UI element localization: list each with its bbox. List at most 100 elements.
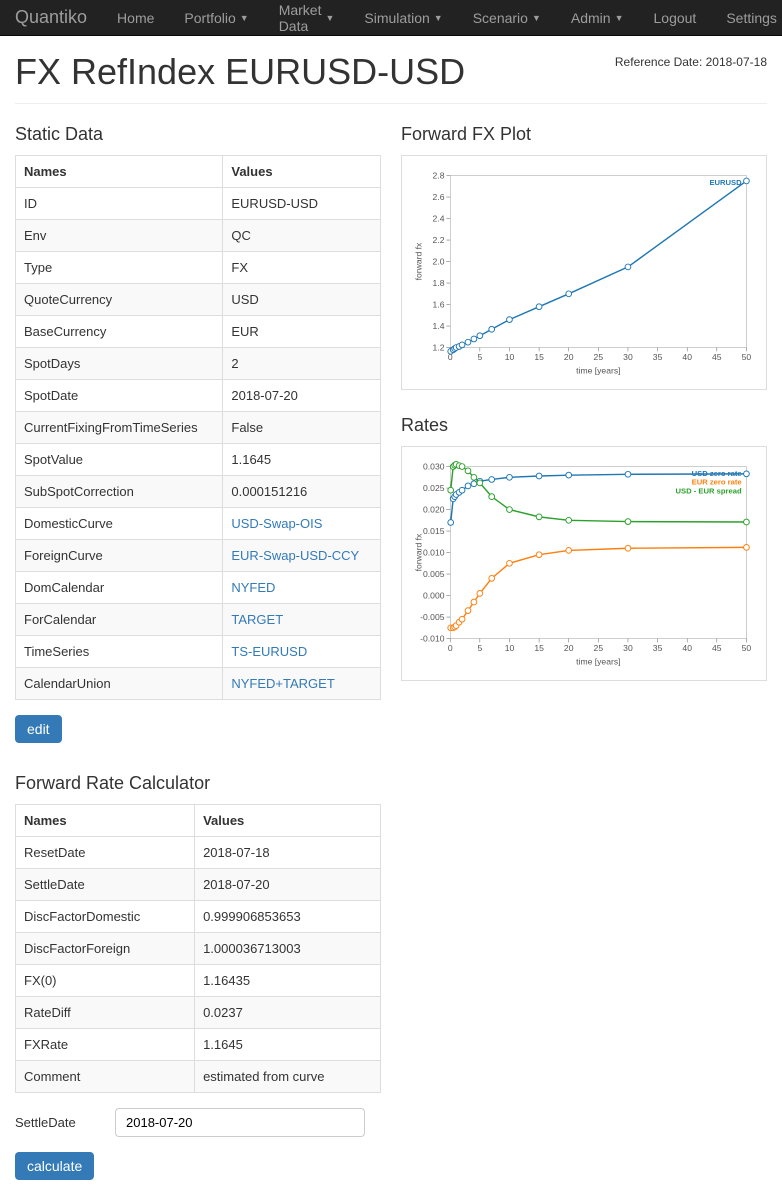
svg-text:30: 30 bbox=[623, 643, 633, 653]
cell-value: 2 bbox=[223, 348, 381, 380]
svg-text:40: 40 bbox=[682, 352, 692, 362]
svg-text:2.0: 2.0 bbox=[433, 256, 445, 266]
cell-name: FXRate bbox=[16, 1029, 195, 1061]
cell-value: False bbox=[223, 412, 381, 444]
cell-value: 2018-07-18 bbox=[195, 837, 381, 869]
cell-value: 0.0237 bbox=[195, 997, 381, 1029]
cell-name: Env bbox=[16, 220, 223, 252]
link[interactable]: EUR-Swap-USD-CCY bbox=[231, 548, 359, 563]
cell-name: DomesticCurve bbox=[16, 508, 223, 540]
forward-fx-chart: 051015202530354045501.21.41.61.82.02.22.… bbox=[401, 155, 767, 390]
nav-brand[interactable]: Quantiko bbox=[15, 7, 102, 28]
cell-value: NYFED bbox=[223, 572, 381, 604]
cell-name: FX(0) bbox=[16, 965, 195, 997]
svg-text:-0.005: -0.005 bbox=[420, 612, 445, 622]
forward-calc-table: Names Values ResetDate2018-07-18SettleDa… bbox=[15, 804, 381, 1093]
cell-name: SubSpotCorrection bbox=[16, 476, 223, 508]
svg-text:0.005: 0.005 bbox=[423, 569, 445, 579]
nav-item-home[interactable]: Home bbox=[102, 2, 169, 34]
chevron-down-icon: ▼ bbox=[532, 13, 541, 23]
svg-text:1.6: 1.6 bbox=[433, 299, 445, 309]
reference-date: Reference Date: 2018-07-18 bbox=[615, 55, 767, 69]
cell-value: 2018-07-20 bbox=[195, 869, 381, 901]
link[interactable]: TARGET bbox=[231, 612, 283, 627]
edit-button[interactable]: edit bbox=[15, 715, 62, 743]
cell-value: NYFED+TARGET bbox=[223, 668, 381, 700]
nav-item-portfolio[interactable]: Portfolio ▼ bbox=[169, 2, 263, 34]
nav-item-admin[interactable]: Admin ▼ bbox=[556, 2, 639, 34]
svg-text:5: 5 bbox=[477, 643, 482, 653]
nav-item-scenario[interactable]: Scenario ▼ bbox=[458, 2, 556, 34]
svg-text:0: 0 bbox=[448, 643, 453, 653]
settle-date-input[interactable] bbox=[115, 1108, 365, 1137]
svg-text:45: 45 bbox=[712, 643, 722, 653]
svg-text:5: 5 bbox=[477, 352, 482, 362]
link[interactable]: NYFED bbox=[231, 580, 275, 595]
cell-value: 1.1645 bbox=[195, 1029, 381, 1061]
link[interactable]: USD-Swap-OIS bbox=[231, 516, 322, 531]
settle-date-label: SettleDate bbox=[15, 1115, 115, 1130]
cell-name: Comment bbox=[16, 1061, 195, 1093]
cell-name: SpotDays bbox=[16, 348, 223, 380]
svg-text:45: 45 bbox=[712, 352, 722, 362]
link[interactable]: NYFED+TARGET bbox=[231, 676, 334, 691]
table-row: TimeSeriesTS-EURUSD bbox=[16, 636, 381, 668]
svg-text:USD zero rate: USD zero rate bbox=[692, 469, 742, 478]
chevron-down-icon: ▼ bbox=[434, 13, 443, 23]
svg-text:0.000: 0.000 bbox=[423, 591, 445, 601]
svg-text:15: 15 bbox=[534, 352, 544, 362]
cell-name: SettleDate bbox=[16, 869, 195, 901]
svg-text:1.8: 1.8 bbox=[433, 278, 445, 288]
nav-item-market-data[interactable]: Market Data ▼ bbox=[264, 2, 350, 34]
cell-value: TARGET bbox=[223, 604, 381, 636]
cell-value: EUR-Swap-USD-CCY bbox=[223, 540, 381, 572]
cell-value: USD bbox=[223, 284, 381, 316]
table-row: CalendarUnion NYFED+TARGET bbox=[16, 668, 381, 700]
static-data-title: Static Data bbox=[15, 124, 381, 145]
cell-value: 1.000036713003 bbox=[195, 933, 381, 965]
svg-text:25: 25 bbox=[594, 352, 604, 362]
chevron-down-icon: ▼ bbox=[325, 13, 334, 23]
table-row: IDEURUSD-USD bbox=[16, 188, 381, 220]
svg-text:40: 40 bbox=[682, 643, 692, 653]
forward-calc-title: Forward Rate Calculator bbox=[15, 773, 381, 794]
cell-value: 1.1645 bbox=[223, 444, 381, 476]
svg-text:2.4: 2.4 bbox=[433, 213, 445, 223]
chevron-down-icon: ▼ bbox=[240, 13, 249, 23]
svg-text:20: 20 bbox=[564, 643, 574, 653]
nav-item-logout[interactable]: Logout bbox=[639, 2, 712, 34]
svg-text:time [years]: time [years] bbox=[576, 365, 620, 375]
calculate-button[interactable]: calculate bbox=[15, 1152, 94, 1180]
svg-text:20: 20 bbox=[564, 352, 574, 362]
cell-value: 0.999906853653 bbox=[195, 901, 381, 933]
svg-text:1.2: 1.2 bbox=[433, 342, 445, 352]
table-row: RateDiff0.0237 bbox=[16, 997, 381, 1029]
svg-text:0.020: 0.020 bbox=[423, 505, 445, 515]
table-row: ForCalendar TARGET bbox=[16, 604, 381, 636]
svg-text:EUR zero rate: EUR zero rate bbox=[692, 478, 742, 487]
table-header: Names bbox=[16, 156, 223, 188]
table-row: FXRate1.1645 bbox=[16, 1029, 381, 1061]
cell-name: CurrentFixingFromTimeSeries bbox=[16, 412, 223, 444]
cell-value: EUR bbox=[223, 316, 381, 348]
cell-name: CalendarUnion bbox=[16, 668, 223, 700]
rates-chart: 05101520253035404550-0.010-0.0050.0000.0… bbox=[401, 446, 767, 681]
svg-text:10: 10 bbox=[505, 643, 515, 653]
cell-name: RateDiff bbox=[16, 997, 195, 1029]
svg-text:2.8: 2.8 bbox=[433, 170, 445, 180]
link[interactable]: TS-EURUSD bbox=[231, 644, 307, 659]
table-row: BaseCurrencyEUR bbox=[16, 316, 381, 348]
table-row: SpotDate2018-07-20 bbox=[16, 380, 381, 412]
table-row: DomesticCurve USD-Swap-OIS bbox=[16, 508, 381, 540]
cell-value: EURUSD-USD bbox=[223, 188, 381, 220]
nav-settings[interactable]: Settings▼ bbox=[711, 10, 782, 26]
rates-title: Rates bbox=[401, 415, 767, 436]
navbar: Quantiko HomePortfolio ▼Market Data ▼Sim… bbox=[0, 0, 782, 36]
svg-text:-0.010: -0.010 bbox=[420, 634, 445, 644]
svg-text:forward fx: forward fx bbox=[414, 533, 424, 571]
table-row: ForeignCurveEUR-Swap-USD-CCY bbox=[16, 540, 381, 572]
nav-item-simulation[interactable]: Simulation ▼ bbox=[349, 2, 457, 34]
svg-text:1.4: 1.4 bbox=[433, 321, 445, 331]
cell-name: ForCalendar bbox=[16, 604, 223, 636]
table-header: Values bbox=[195, 805, 381, 837]
